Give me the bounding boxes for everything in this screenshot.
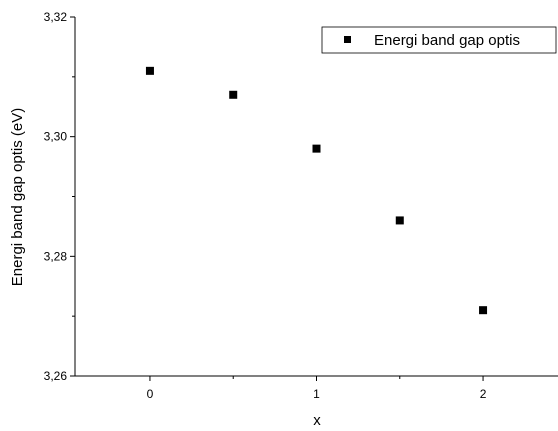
data-point (479, 306, 488, 315)
data-point (229, 90, 238, 99)
x-tick-label: 2 (480, 387, 487, 401)
legend: Energi band gap optis (321, 26, 557, 54)
y-axis-title: Energi band gap optis (eV) (9, 108, 26, 286)
y-tick-label: 3,28 (44, 249, 68, 263)
data-point (312, 144, 321, 153)
legend-label: Energi band gap optis (374, 32, 520, 49)
y-tick-label: 3,30 (44, 130, 68, 144)
x-axis-title: x (313, 412, 321, 429)
data-point (145, 66, 154, 75)
points-layer (145, 66, 488, 315)
legend-marker (344, 36, 351, 43)
data-point (395, 216, 404, 225)
y-tick-label: 3,32 (44, 10, 68, 24)
legend-box (321, 26, 557, 54)
x-tick-label: 0 (147, 387, 154, 401)
x-tick-label: 1 (313, 387, 320, 401)
y-tick-label: 3,26 (44, 369, 68, 383)
